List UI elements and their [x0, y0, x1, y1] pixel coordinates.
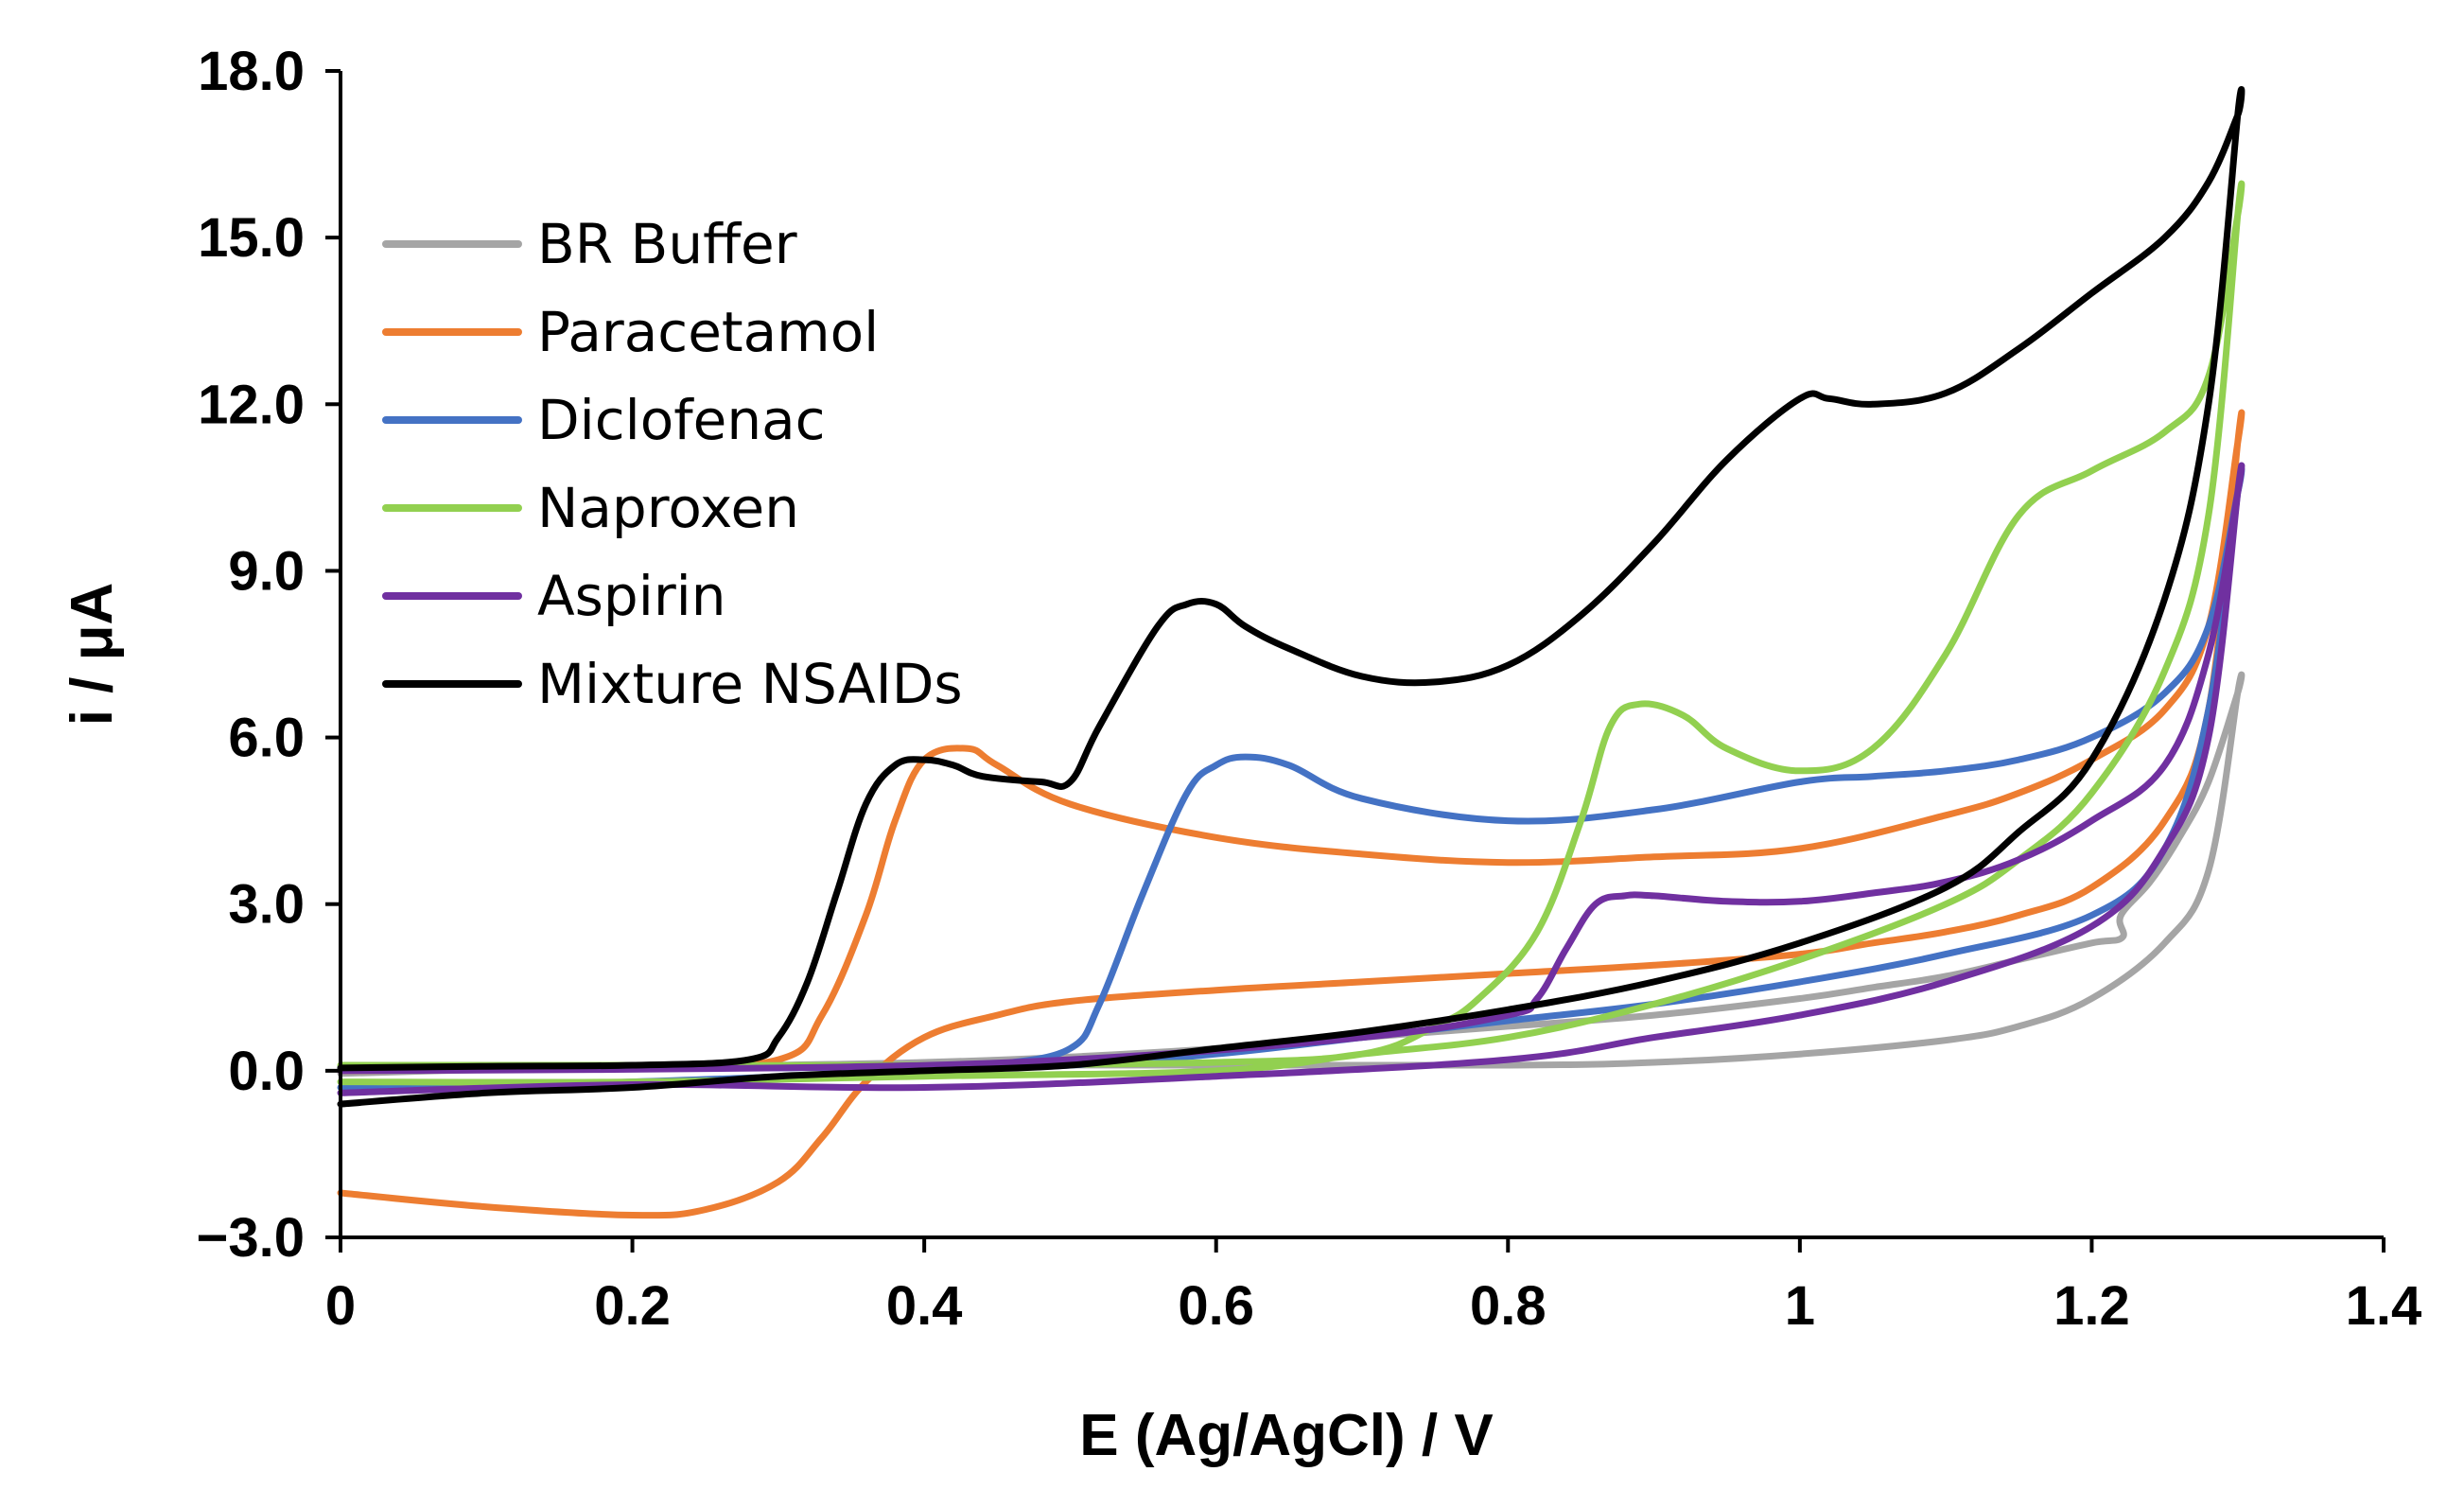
- legend-label-paracetamol: Paracetamol: [537, 300, 879, 364]
- y-tick-label: 12.0: [198, 374, 305, 435]
- legend-label-diclofenac: Diclofenac: [537, 388, 826, 452]
- x-axis-title: E (Ag/AgCl) / V: [1079, 1403, 1493, 1468]
- x-tick-label: 0.6: [1178, 1275, 1254, 1337]
- y-tick-label: 9.0: [228, 540, 305, 602]
- series-line-aspirin: [337, 462, 2246, 1096]
- x-tick-label: 0: [325, 1275, 356, 1337]
- x-tick-label: 1.4: [2346, 1275, 2422, 1337]
- series-line-naproxen: [337, 180, 2246, 1086]
- y-tick-label: 6.0: [228, 708, 305, 769]
- legend-label-naproxen: Naproxen: [537, 476, 799, 540]
- y-tick-label: 15.0: [198, 207, 305, 269]
- legend-label-mixture-nsaids: Mixture NSAIDs: [537, 652, 963, 716]
- legend-label-aspirin: Aspirin: [537, 564, 726, 628]
- series-line-mixture-nsaids: [337, 85, 2246, 1108]
- y-tick-label: 3.0: [228, 874, 305, 936]
- series-line-br-buffer: [337, 671, 2246, 1078]
- legend-label-br-buffer: BR Buffer: [537, 212, 797, 276]
- y-tick-label: −3.0: [197, 1207, 306, 1269]
- y-axis-title: i / μA: [60, 583, 125, 727]
- x-tick-label: 0.8: [1470, 1275, 1547, 1337]
- x-tick-label: 0.4: [886, 1275, 963, 1337]
- series-line-diclofenac: [337, 465, 2246, 1091]
- x-tick-label: 0.2: [594, 1275, 671, 1337]
- series-layer: [337, 85, 2246, 1219]
- y-tick-label: 0.0: [228, 1041, 305, 1102]
- axes-layer: −3.0 0.0 3.0 6.0 9.0 12.0 15.0 18.0 0 0.2 0.4 0.6 0.…: [60, 41, 2421, 1468]
- x-tick-label: 1.2: [2053, 1275, 2130, 1337]
- legend: BR Buffer Paracetamol Diclofenac Naproxen As…: [382, 212, 963, 716]
- y-tick-label: 18.0: [198, 41, 305, 102]
- x-tick-label: 1: [1785, 1275, 1815, 1337]
